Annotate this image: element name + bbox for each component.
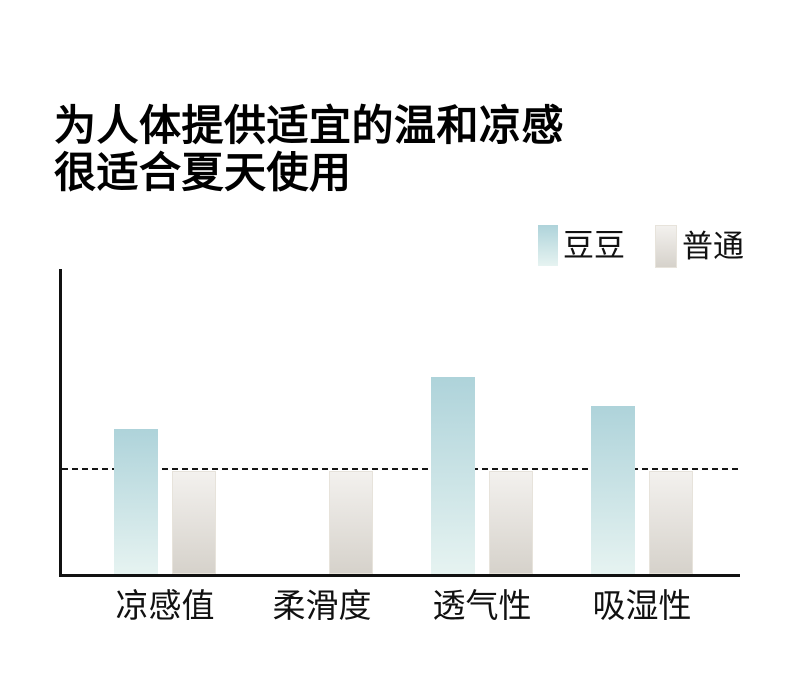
bar-putong-1	[329, 471, 373, 574]
page-title: 为人体提供适宜的温和凉感 很适合夏天使用	[54, 102, 564, 196]
y-axis	[59, 269, 62, 577]
bar-doudou-2	[431, 377, 475, 574]
legend-label-doudou: 豆豆	[563, 228, 625, 263]
legend-item-putong: 普通	[655, 225, 744, 268]
legend-label-putong: 普通	[682, 229, 744, 264]
bar-doudou-0	[114, 429, 158, 574]
reference-dashed-line	[62, 468, 738, 470]
chart-legend: 豆豆 普通	[538, 225, 744, 268]
page-title-line-2: 很适合夏天使用	[54, 149, 352, 196]
category-label-3: 吸湿性	[592, 587, 692, 624]
category-label-1: 柔滑度	[272, 587, 372, 624]
x-axis	[59, 574, 740, 577]
category-label-2: 透气性	[432, 587, 532, 624]
bar-putong-0	[172, 471, 216, 574]
page-title-line-1: 为人体提供适宜的温和凉感	[54, 102, 565, 149]
legend-swatch-doudou	[538, 225, 558, 266]
legend-swatch-putong	[655, 225, 677, 268]
bar-putong-3	[649, 471, 693, 574]
category-label-0: 凉感值	[115, 587, 215, 624]
legend-item-doudou: 豆豆	[538, 225, 625, 266]
bar-doudou-3	[591, 406, 635, 574]
bar-putong-2	[489, 471, 533, 574]
